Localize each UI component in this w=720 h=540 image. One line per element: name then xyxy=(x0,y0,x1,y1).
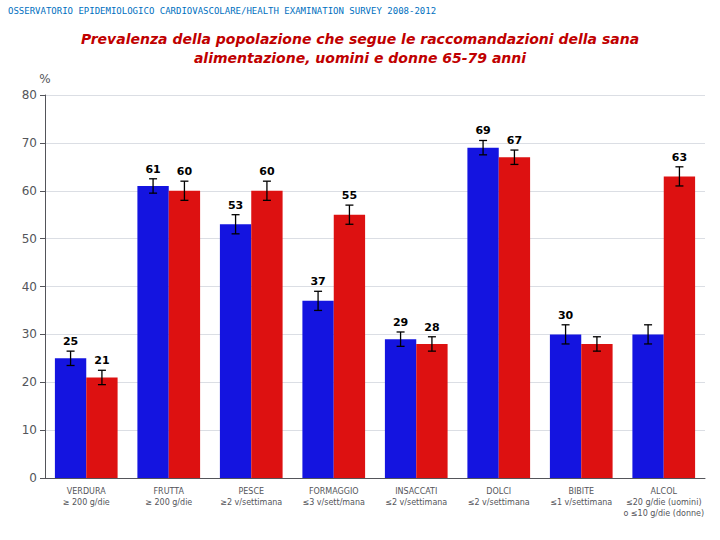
svg-text:70: 70 xyxy=(22,136,37,150)
svg-text:DOLCI: DOLCI xyxy=(486,487,511,496)
svg-text:53: 53 xyxy=(228,199,243,212)
svg-text:o ≤10 g/die (donne): o ≤10 g/die (donne) xyxy=(623,509,704,518)
svg-text:80: 80 xyxy=(22,88,37,102)
svg-text:≥ 200 g/die: ≥ 200 g/die xyxy=(63,498,110,507)
svg-text:ALCOL: ALCOL xyxy=(651,487,678,496)
svg-text:≤20 g/die (uomini): ≤20 g/die (uomini) xyxy=(626,498,701,507)
svg-text:FRUTTA: FRUTTA xyxy=(154,487,185,496)
svg-text:30: 30 xyxy=(22,327,37,341)
svg-text:≤2 v/settimana: ≤2 v/settimana xyxy=(468,498,530,507)
svg-text:63: 63 xyxy=(672,151,687,164)
svg-text:25: 25 xyxy=(63,335,78,348)
svg-text:60: 60 xyxy=(259,165,275,178)
svg-text:21: 21 xyxy=(94,354,109,367)
svg-text:OSSERVATORIO EPIDEMIOLOGICO CA: OSSERVATORIO EPIDEMIOLOGICO CARDIOVASCOL… xyxy=(8,6,436,16)
svg-text:60: 60 xyxy=(22,184,37,198)
svg-text:67: 67 xyxy=(507,134,522,147)
svg-text:50: 50 xyxy=(22,232,37,246)
svg-text:Prevalenza della popolazione c: Prevalenza della popolazione che segue l… xyxy=(81,31,639,47)
svg-text:≥ 200 g/die: ≥ 200 g/die xyxy=(145,498,192,507)
svg-text:40: 40 xyxy=(22,280,37,294)
svg-text:55: 55 xyxy=(342,189,357,202)
svg-text:29: 29 xyxy=(393,316,408,329)
svg-text:20: 20 xyxy=(22,375,37,389)
svg-text:61: 61 xyxy=(145,163,160,176)
svg-text:69: 69 xyxy=(475,124,490,137)
svg-text:60: 60 xyxy=(177,165,193,178)
svg-text:28: 28 xyxy=(424,321,439,334)
svg-text:FORMAGGIO: FORMAGGIO xyxy=(309,487,359,496)
svg-text:0: 0 xyxy=(29,471,37,485)
svg-text:BIBITE: BIBITE xyxy=(568,487,594,496)
svg-text:≤2 v/settimana: ≤2 v/settimana xyxy=(385,498,447,507)
svg-text:10: 10 xyxy=(22,423,37,437)
svg-text:PESCE: PESCE xyxy=(238,487,264,496)
svg-text:37: 37 xyxy=(310,275,325,288)
svg-text:≤1 v/settimana: ≤1 v/settimana xyxy=(550,498,612,507)
svg-text:≤3 v/sett/mana: ≤3 v/sett/mana xyxy=(303,498,366,507)
svg-text:INSACCATI: INSACCATI xyxy=(395,487,437,496)
svg-text:%: % xyxy=(39,72,50,86)
svg-text:30: 30 xyxy=(558,309,574,322)
svg-text:VERDURA: VERDURA xyxy=(67,487,106,496)
svg-text:alimentazione, uomini e donne: alimentazione, uomini e donne 65-79 anni xyxy=(194,50,526,66)
svg-text:≥2 v/settimana: ≥2 v/settimana xyxy=(220,498,282,507)
